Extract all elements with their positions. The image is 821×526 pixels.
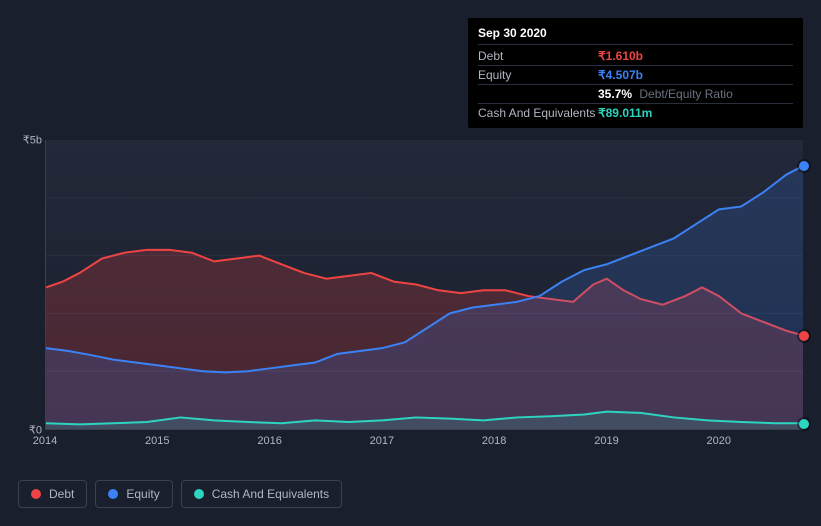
x-axis-label: 2016 <box>257 435 281 447</box>
legend-item-cash[interactable]: Cash And Equivalents <box>181 480 342 508</box>
x-axis-label: 2018 <box>482 435 506 447</box>
y-axis-label: ₹5b <box>23 134 42 147</box>
tooltip-suffix: Debt/Equity Ratio <box>639 87 732 101</box>
tooltip-label: Cash And Equivalents <box>478 106 598 120</box>
legend-item-equity[interactable]: Equity <box>95 480 172 508</box>
tooltip-value: ₹89.011m <box>598 106 652 120</box>
chart-svg <box>46 140 803 429</box>
tooltip-row-ratio: 35.7% Debt/Equity Ratio <box>478 85 793 104</box>
x-axis-label: 2019 <box>594 435 618 447</box>
legend-label: Cash And Equivalents <box>212 487 329 501</box>
plot-area[interactable]: ₹0₹5b <box>45 140 803 430</box>
tooltip-value: ₹1.610b <box>598 49 643 63</box>
chart-container: ₹0₹5b 2014 2015 2016 2017 2018 2019 2020 <box>18 120 803 445</box>
x-axis: 2014201520162017201820192020 <box>45 435 803 455</box>
tooltip-value: ₹4.507b <box>598 68 643 82</box>
tooltip-label: Equity <box>478 68 598 82</box>
x-axis-label: 2020 <box>707 435 731 447</box>
series-end-marker <box>799 419 809 429</box>
tooltip-label: Debt <box>478 49 598 63</box>
tooltip-row-equity: Equity ₹4.507b <box>478 66 793 85</box>
x-axis-label: 2014 <box>33 435 57 447</box>
tooltip-row-debt: Debt ₹1.610b <box>478 47 793 66</box>
legend-label: Debt <box>49 487 74 501</box>
tooltip-label <box>478 87 598 101</box>
legend-dot <box>108 489 118 499</box>
legend-item-debt[interactable]: Debt <box>18 480 87 508</box>
legend-label: Equity <box>126 487 159 501</box>
tooltip-value: 35.7% <box>598 87 632 101</box>
legend-dot <box>194 489 204 499</box>
x-axis-label: 2017 <box>370 435 394 447</box>
x-axis-label: 2015 <box>145 435 169 447</box>
legend: Debt Equity Cash And Equivalents <box>18 480 342 508</box>
legend-dot <box>31 489 41 499</box>
tooltip-date: Sep 30 2020 <box>478 26 547 40</box>
series-end-marker <box>799 331 809 341</box>
series-end-marker <box>799 161 809 171</box>
chart-tooltip: Sep 30 2020 Debt ₹1.610b Equity ₹4.507b … <box>468 18 803 128</box>
